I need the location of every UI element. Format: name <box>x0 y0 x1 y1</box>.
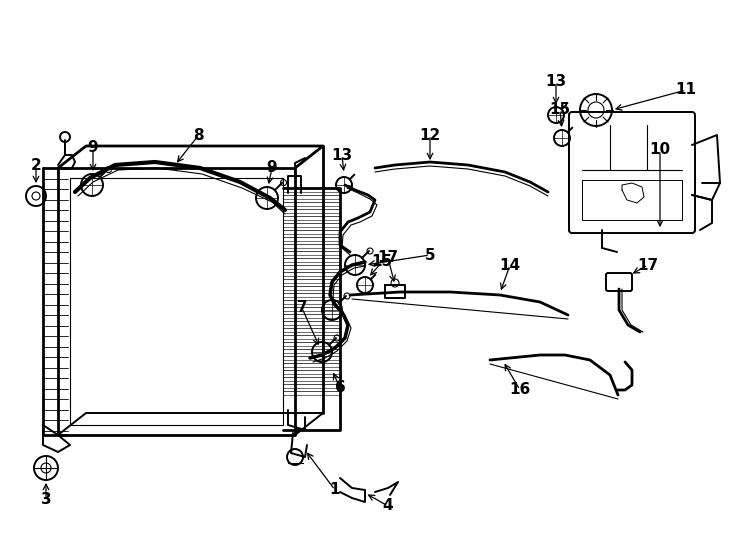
Text: 7: 7 <box>297 300 308 315</box>
Text: 14: 14 <box>499 258 520 273</box>
Text: 15: 15 <box>371 254 393 269</box>
Text: 12: 12 <box>419 127 440 143</box>
Text: 5: 5 <box>425 247 435 262</box>
Text: 10: 10 <box>650 143 671 158</box>
Text: 13: 13 <box>332 147 352 163</box>
Text: 6: 6 <box>335 381 346 395</box>
Text: 13: 13 <box>545 75 567 90</box>
Text: 9: 9 <box>87 140 98 156</box>
Text: 2: 2 <box>31 158 41 172</box>
Text: 4: 4 <box>382 498 393 514</box>
Text: 8: 8 <box>193 129 203 144</box>
Text: 11: 11 <box>675 83 697 98</box>
Text: 15: 15 <box>550 103 570 118</box>
Text: 9: 9 <box>266 160 277 176</box>
Text: 1: 1 <box>330 483 341 497</box>
Text: 3: 3 <box>40 492 51 508</box>
Text: 17: 17 <box>637 258 658 273</box>
Text: 17: 17 <box>377 251 399 266</box>
Text: 16: 16 <box>509 382 531 397</box>
